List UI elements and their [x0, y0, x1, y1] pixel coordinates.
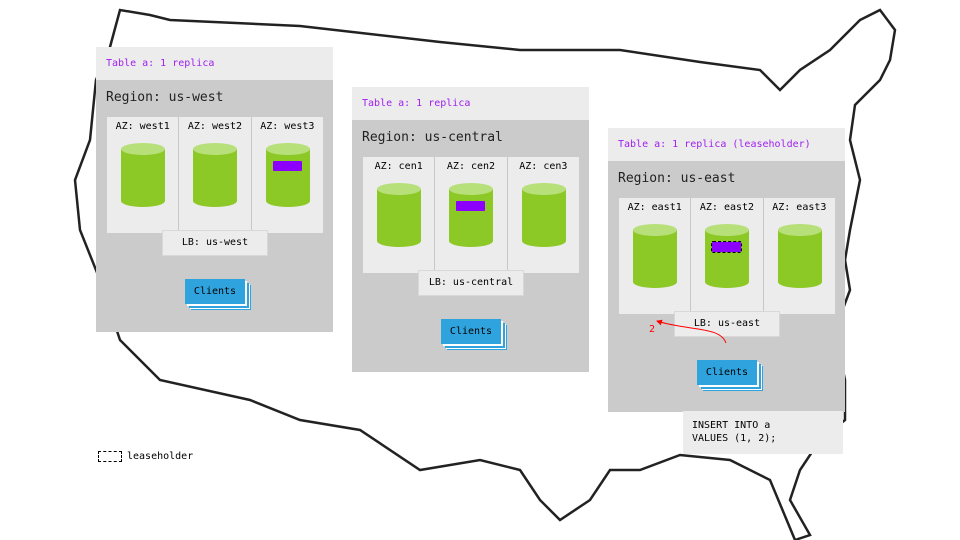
region-title: Region: us-west: [106, 90, 224, 105]
database-node-icon: [121, 143, 165, 207]
az-label: AZ: west1: [115, 121, 170, 132]
database-node-icon: [193, 143, 238, 207]
az-west1: AZ: west1: [107, 117, 180, 233]
database-node-icon: [633, 224, 677, 288]
az-label: AZ: cen2: [446, 161, 496, 172]
leaseholder-replica-marker: [711, 241, 743, 253]
region-panel-us-central: Table a: 1 replica Region: us-central AZ…: [352, 87, 589, 372]
az-label: AZ: west2: [187, 121, 243, 132]
legend-label: leaseholder: [127, 451, 194, 462]
region-panel-us-east: Table a: 1 replica (leaseholder) Region:…: [608, 128, 845, 412]
az-cen2: AZ: cen2: [435, 157, 508, 273]
az-label: AZ: east2: [699, 202, 755, 213]
legend: leaseholder: [98, 451, 193, 462]
request-arrow: [656, 319, 727, 344]
load-balancer: LB: us-west: [162, 230, 268, 256]
database-node-icon: [449, 183, 494, 247]
sql-statement: INSERT INTO a VALUES (1, 2);: [683, 411, 843, 454]
az-cen3: AZ: cen3: [508, 157, 579, 273]
clients-box: Clients: [441, 319, 501, 344]
load-balancer: LB: us-east: [674, 311, 780, 337]
region-panel-us-west: Table a: 1 replica Region: us-west AZ: w…: [96, 47, 333, 332]
az-label: AZ: east1: [627, 202, 682, 213]
database-node-icon: [377, 183, 421, 247]
replica-marker: [272, 161, 302, 171]
arrow-step-label: 2: [649, 324, 656, 335]
database-node-icon: [777, 224, 822, 288]
database-node-icon: [265, 143, 310, 207]
region-title: Region: us-east: [618, 171, 736, 186]
az-label: AZ: east3: [772, 202, 827, 213]
table-label: Table a: 1 replica (leaseholder): [608, 128, 845, 161]
region-title: Region: us-central: [362, 130, 503, 145]
az-east1: AZ: east1: [619, 198, 692, 314]
table-label: Table a: 1 replica: [96, 47, 333, 80]
clients-box: Clients: [185, 279, 245, 304]
az-label: AZ: west3: [260, 121, 315, 132]
az-west3: AZ: west3: [252, 117, 323, 233]
load-balancer: LB: us-central: [418, 270, 524, 296]
az-cen1: AZ: cen1: [363, 157, 436, 273]
az-west2: AZ: west2: [179, 117, 252, 233]
az-east2: AZ: east2: [691, 198, 764, 314]
az-label: AZ: cen3: [519, 161, 568, 172]
replica-marker: [456, 201, 486, 211]
database-node-icon: [521, 183, 566, 247]
table-label: Table a: 1 replica: [352, 87, 589, 120]
az-label: AZ: cen1: [374, 161, 423, 172]
clients-box: Clients: [697, 360, 757, 385]
az-east3: AZ: east3: [764, 198, 835, 314]
leaseholder-legend-swatch: [98, 451, 122, 462]
